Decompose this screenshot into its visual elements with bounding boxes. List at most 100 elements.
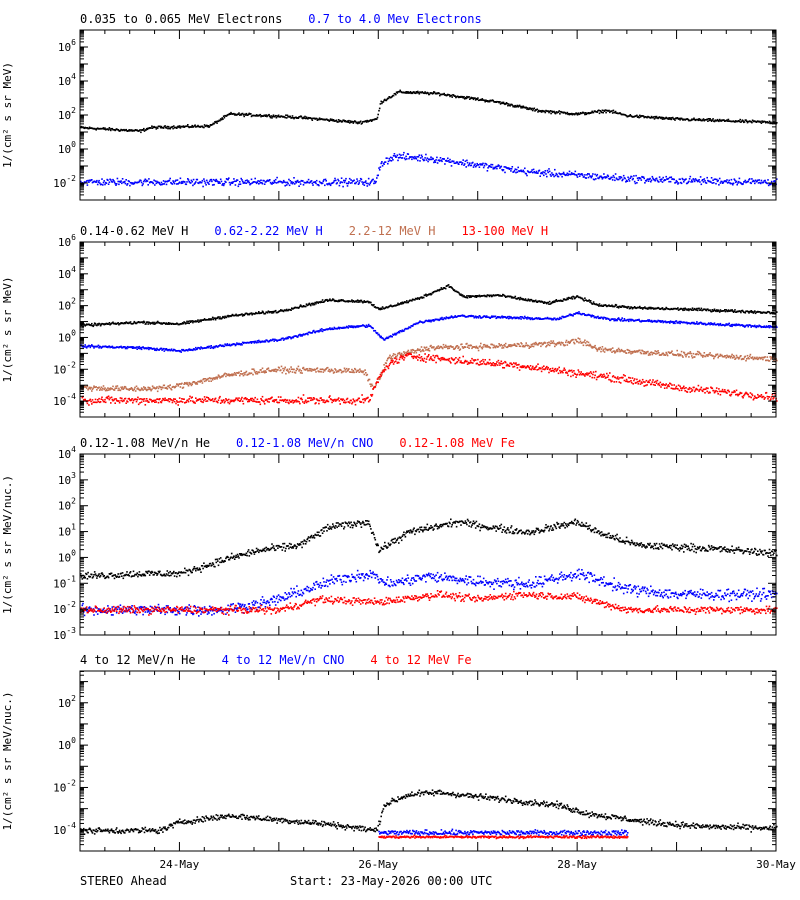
- data-point: [292, 181, 295, 184]
- data-point: [414, 92, 417, 95]
- data-point: [168, 179, 171, 182]
- data-point: [263, 341, 265, 343]
- data-point: [409, 91, 412, 93]
- data-point: [142, 322, 144, 324]
- data-point: [650, 351, 653, 353]
- data-point: [588, 173, 590, 175]
- data-point: [740, 311, 742, 314]
- data-point: [661, 181, 664, 183]
- data-point: [332, 328, 335, 330]
- data-point: [492, 168, 495, 170]
- data-point: [639, 177, 642, 179]
- data-point: [540, 345, 542, 348]
- data-point: [150, 127, 152, 129]
- data-point: [710, 177, 713, 179]
- data-point: [668, 321, 670, 323]
- series-title-2: 0.62-2.22 MeV H: [214, 224, 322, 238]
- data-point: [259, 113, 262, 116]
- data-point: [108, 181, 111, 183]
- data-point: [583, 112, 585, 114]
- data-point: [491, 295, 494, 297]
- data-point: [241, 344, 243, 346]
- data-point: [529, 300, 531, 302]
- data-point: [358, 371, 360, 373]
- data-point: [590, 346, 593, 348]
- data-point: [395, 333, 398, 335]
- data-point: [682, 178, 684, 181]
- data-point: [97, 344, 100, 347]
- data-point: [548, 168, 550, 170]
- data-point: [762, 326, 765, 328]
- data-point: [455, 346, 457, 348]
- data-point: [203, 318, 206, 320]
- data-point: [107, 346, 109, 349]
- data-point: [590, 316, 593, 318]
- data-point: [210, 380, 212, 382]
- data-point: [764, 120, 766, 123]
- data-point: [596, 111, 599, 113]
- data-point: [277, 114, 280, 117]
- data-point: [596, 350, 599, 352]
- data-point: [480, 99, 483, 101]
- data-point: [181, 180, 183, 183]
- data-point: [143, 386, 145, 388]
- data-point: [358, 182, 360, 184]
- data-point: [502, 102, 504, 105]
- data-point: [203, 178, 205, 180]
- data-point: [218, 317, 221, 320]
- data-point: [317, 330, 319, 332]
- data-point: [667, 118, 670, 120]
- data-point: [513, 171, 515, 173]
- data-point: [576, 113, 578, 115]
- data-point: [288, 178, 290, 181]
- data-point: [614, 179, 616, 182]
- data-point: [432, 319, 434, 321]
- data-point: [671, 350, 673, 352]
- data-point: [370, 383, 373, 386]
- data-point: [245, 370, 248, 373]
- data-point: [255, 182, 258, 185]
- data-point: [722, 181, 725, 184]
- data-point: [531, 107, 533, 110]
- data-point: [468, 96, 470, 98]
- data-point: [288, 371, 290, 374]
- data-point: [121, 347, 124, 349]
- data-point: [140, 347, 142, 349]
- data-point: [516, 342, 519, 345]
- data-point: [263, 371, 266, 374]
- data-point: [305, 303, 308, 305]
- data-point: [352, 326, 355, 329]
- data-point: [533, 342, 536, 345]
- data-point: [525, 317, 527, 319]
- data-point: [112, 321, 114, 324]
- data-point: [374, 306, 377, 308]
- data-point: [154, 184, 156, 186]
- data-point: [616, 319, 618, 322]
- data-point: [521, 105, 523, 108]
- data-point: [179, 350, 182, 352]
- data-point: [315, 179, 318, 182]
- data-point: [727, 309, 730, 311]
- data-point: [598, 347, 600, 349]
- data-point: [399, 303, 401, 305]
- data-point: [188, 322, 190, 325]
- data-point: [217, 374, 220, 376]
- data-point: [546, 342, 549, 344]
- data-point: [679, 354, 681, 357]
- data-point: [612, 109, 615, 112]
- data-point: [152, 323, 155, 325]
- data-point: [378, 169, 381, 171]
- data-point: [132, 182, 134, 184]
- data-point: [390, 356, 393, 358]
- data-point: [740, 120, 743, 123]
- data-point: [329, 299, 332, 302]
- data-point: [592, 303, 594, 305]
- data-point: [683, 352, 686, 354]
- data-point: [214, 317, 216, 319]
- data-point: [91, 179, 93, 181]
- data-point: [578, 175, 581, 177]
- data-point: [698, 323, 700, 325]
- data-point: [165, 349, 167, 351]
- data-point: [102, 385, 105, 387]
- data-point: [461, 346, 464, 348]
